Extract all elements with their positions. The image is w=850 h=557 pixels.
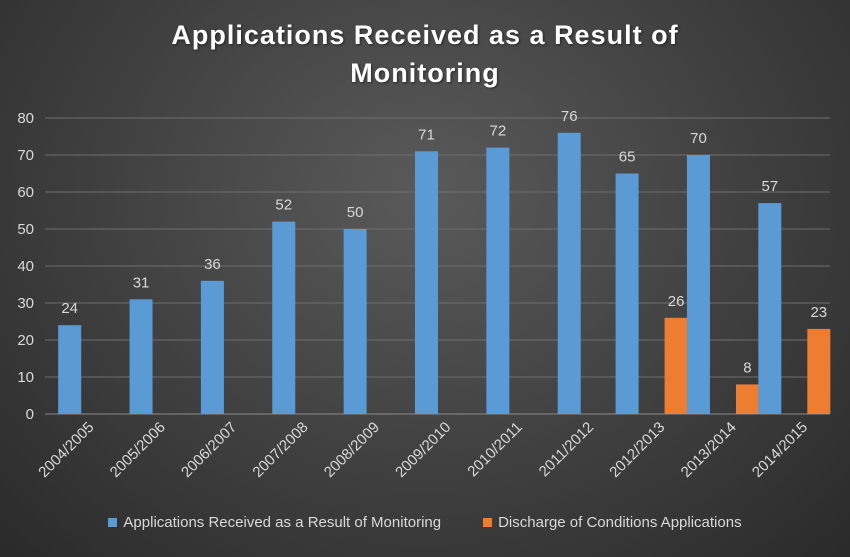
data-label-discharge-2012-2013: 26 [668, 293, 685, 310]
x-tick-label-2011-2012: 2011/2012 [536, 419, 597, 480]
data-label-monitoring-2010-2011: 72 [490, 123, 507, 140]
bar-monitoring-2013-2014 [686, 155, 710, 414]
data-label-monitoring-2009-2010: 71 [418, 126, 435, 143]
data-label-monitoring-2006-2007: 36 [204, 256, 221, 273]
x-tick-label-2005-2006: 2005/2006 [107, 419, 169, 481]
x-tick-label-2010-2011: 2010/2011 [464, 419, 525, 480]
x-tick-label-2009-2010: 2009/2010 [392, 419, 454, 481]
y-tick-label-70: 70 [17, 147, 34, 164]
legend-label-discharge: Discharge of Conditions Applications [498, 514, 742, 531]
data-label-monitoring-2005-2006: 31 [133, 274, 150, 291]
x-tick-label-2014-2015: 2014/2015 [749, 419, 811, 481]
data-label-discharge-2014-2015: 23 [810, 304, 827, 321]
y-tick-label-80: 80 [17, 110, 34, 127]
chart-title: Applications Received as a Result of Mon… [0, 16, 850, 92]
x-tick-label-2013-2014: 2013/2014 [678, 419, 740, 481]
chart-title-line-1: Applications Received as a Result of [171, 20, 679, 50]
bar-discharge-2012-2013 [664, 317, 688, 414]
y-tick-label-0: 0 [26, 406, 34, 423]
bar-monitoring-2009-2010 [415, 151, 438, 415]
y-tick-label-10: 10 [17, 369, 34, 386]
legend-item-monitoring: Applications Received as a Result of Mon… [108, 514, 441, 531]
chart-title-line-2: Monitoring [350, 58, 500, 88]
chart-legend: Applications Received as a Result of Mon… [0, 514, 850, 531]
y-tick-label-20: 20 [17, 332, 34, 349]
data-label-monitoring-2011-2012: 76 [561, 108, 578, 125]
bar-monitoring-2010-2011 [486, 147, 510, 414]
legend-item-discharge: Discharge of Conditions Applications [483, 514, 742, 531]
x-tick-label-2007-2008: 2007/2008 [249, 419, 311, 481]
legend-swatch-discharge [483, 518, 493, 527]
bar-monitoring-2007-2008 [272, 221, 296, 414]
x-tick-label-2008-2009: 2008/2009 [321, 419, 383, 481]
legend-swatch-monitoring [108, 518, 118, 527]
legend-label-monitoring: Applications Received as a Result of Mon… [123, 514, 442, 531]
data-label-discharge-2013-2014: 8 [743, 359, 751, 376]
bar-monitoring-2014-2015 [758, 203, 782, 414]
bar-monitoring-2008-2009 [343, 229, 367, 414]
data-label-monitoring-2012-2013: 65 [619, 149, 636, 166]
data-label-monitoring-2004-2005: 24 [61, 300, 78, 317]
data-label-monitoring-2008-2009: 50 [347, 204, 364, 221]
bar-monitoring-2006-2007 [200, 280, 224, 414]
bar-monitoring-2011-2012 [557, 132, 581, 415]
bar-monitoring-2005-2006 [129, 299, 153, 414]
x-tick-label-2004-2005: 2004/2005 [35, 419, 97, 481]
x-tick-label-2012-2013: 2012/2013 [606, 419, 668, 481]
data-label-monitoring-2007-2008: 52 [275, 197, 292, 214]
bar-monitoring-2004-2005 [58, 325, 82, 414]
data-label-monitoring-2014-2015: 57 [761, 178, 778, 195]
bar-discharge-2013-2014 [735, 384, 759, 414]
y-tick-label-50: 50 [17, 221, 34, 238]
y-tick-label-60: 60 [17, 184, 34, 201]
bar-discharge-2014-2015 [807, 328, 831, 414]
y-tick-label-40: 40 [17, 258, 34, 275]
bar-monitoring-2012-2013 [615, 173, 639, 414]
x-tick-label-2006-2007: 2006/2007 [178, 419, 240, 481]
data-label-monitoring-2013-2014: 70 [690, 130, 707, 147]
y-tick-label-30: 30 [17, 295, 34, 312]
